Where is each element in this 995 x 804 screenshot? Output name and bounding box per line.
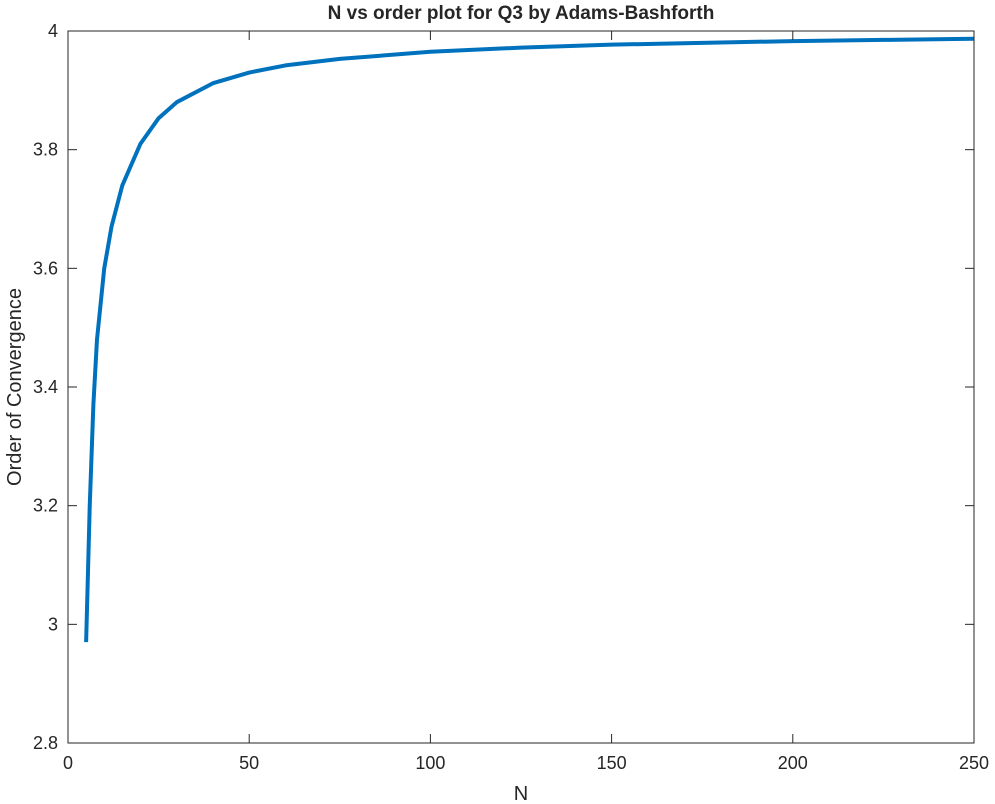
series-line-0: [84, 36, 975, 643]
y-tick-label: 3.6: [33, 258, 58, 278]
x-tick-label: 250: [959, 753, 989, 773]
y-tick-label: 3.2: [33, 496, 58, 516]
x-tick-label: 0: [63, 753, 73, 773]
plot-area: [84, 36, 975, 643]
x-tick-label: 200: [778, 753, 808, 773]
x-tick-label: 50: [239, 753, 259, 773]
axes-frame: [67, 30, 975, 744]
axes-box: [67, 30, 975, 744]
x-tick-label: 150: [597, 753, 627, 773]
y-tick-label: 3: [48, 614, 58, 634]
x-axis: 0 50 100 150 200 250: [63, 31, 989, 773]
y-tick-label: 4: [48, 21, 58, 41]
x-tick-label: 100: [415, 753, 445, 773]
x-axis-label: N: [514, 783, 528, 804]
y-tick-label: 2.8: [33, 733, 58, 753]
y-axis: 2.8 3 3.2 3.4 3.6 3.8 4: [33, 21, 974, 753]
chart-title: N vs order plot for Q3 by Adams-Bashfort…: [328, 3, 715, 24]
y-axis-label: Order of Convergence: [4, 288, 26, 486]
y-tick-label: 3.8: [33, 140, 58, 160]
y-tick-label: 3.4: [33, 377, 58, 397]
